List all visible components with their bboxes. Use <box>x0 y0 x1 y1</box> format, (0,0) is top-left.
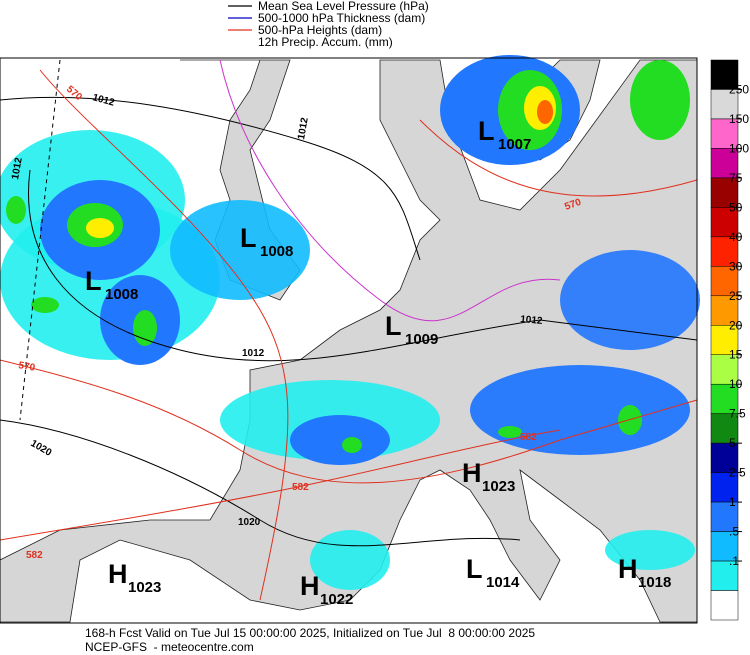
center-letter: H <box>618 554 638 584</box>
colorbar-box <box>710 148 739 179</box>
colorbar-label: 30 <box>729 259 743 273</box>
colorbar-label: 10 <box>729 377 743 391</box>
legend: Mean Sea Level Pressure (hPa)500-1000 hP… <box>228 0 429 49</box>
center-letter: L <box>385 311 402 341</box>
center-value: 1023 <box>128 579 161 596</box>
contour-label: 1012 <box>520 314 544 327</box>
colorbar-label: .5 <box>729 525 739 539</box>
center-value: 1014 <box>486 574 520 591</box>
center-value: 1008 <box>260 243 293 260</box>
center-value: 1007 <box>498 136 531 153</box>
center-letter: L <box>85 266 102 296</box>
colorbar-label: 50 <box>729 200 743 214</box>
center-letter: H <box>300 571 320 601</box>
colorbar-label: 5 <box>729 436 736 450</box>
colorbar-box <box>710 325 739 355</box>
center-letter: L <box>466 554 483 584</box>
legend-label: Mean Sea Level Pressure (hPa) <box>258 0 429 13</box>
colorbar-label: 20 <box>729 318 743 332</box>
center-letter: L <box>478 116 495 146</box>
contour-label: 1012 <box>242 348 265 359</box>
legend-label: 12h Precip. Accum. (mm) <box>258 35 393 49</box>
colorbar-box <box>710 413 739 444</box>
colorbar-label: 1 <box>729 495 736 509</box>
center-letter: L <box>240 223 257 253</box>
legend-label: 500-1000 hPa Thickness (dam) <box>258 11 425 25</box>
contours <box>0 59 698 601</box>
colorbar-label: 15 <box>729 348 743 362</box>
center-value: 1009 <box>405 331 438 348</box>
map-frame <box>0 57 698 624</box>
footer: 168-h Fcst Valid on Tue Jul 15 00:00:00 … <box>85 626 535 654</box>
colorbar-label: 75 <box>729 171 743 185</box>
contour-label: 582 <box>292 482 309 493</box>
center-value: 1008 <box>105 286 138 303</box>
footer-line: 168-h Fcst Valid on Tue Jul 15 00:00:00 … <box>85 626 535 640</box>
contour-label: 570 <box>17 360 36 374</box>
legend-label: 500-hPa Heights (dam) <box>258 23 382 37</box>
center-value: 1018 <box>638 574 671 591</box>
center-value: 1022 <box>320 591 353 608</box>
colorbar-box <box>710 442 739 473</box>
colorbar-box <box>710 295 739 326</box>
colorbar-label: 25 <box>729 289 743 303</box>
center-value: 1023 <box>482 478 515 495</box>
contour-label: 582 <box>520 432 537 443</box>
precipitation <box>0 55 700 590</box>
colorbar-label: 150 <box>729 112 749 126</box>
colorbar: 250 150 100 75 50 40 30 25 20 15 10 7.5 5 2.5 1 .5 .1 <box>710 59 749 621</box>
contour-label: 1012 <box>10 156 25 180</box>
contour-label: 1020 <box>238 517 261 528</box>
colorbar-box <box>710 560 739 591</box>
colorbar-box <box>710 177 739 208</box>
footer-line: NCEP-GFS - meteocentre.com <box>85 640 254 654</box>
colorbar-label: 2.5 <box>729 466 746 480</box>
center-letter: H <box>462 458 482 488</box>
contour-label: 582 <box>26 550 43 561</box>
colorbar-label: .1 <box>729 554 739 568</box>
colorbar-label: 250 <box>729 82 749 96</box>
colorbar-box <box>710 501 739 532</box>
colorbar-box <box>710 590 739 621</box>
colorbar-box <box>710 383 739 414</box>
colorbar-box <box>710 59 739 90</box>
contour-label: 1012 <box>296 116 311 140</box>
colorbar-label: 100 <box>729 141 749 155</box>
colorbar-label: 7.5 <box>729 407 746 421</box>
colorbar-label: 40 <box>729 230 743 244</box>
center-letter: H <box>108 559 128 589</box>
colorbar-box <box>710 207 739 238</box>
